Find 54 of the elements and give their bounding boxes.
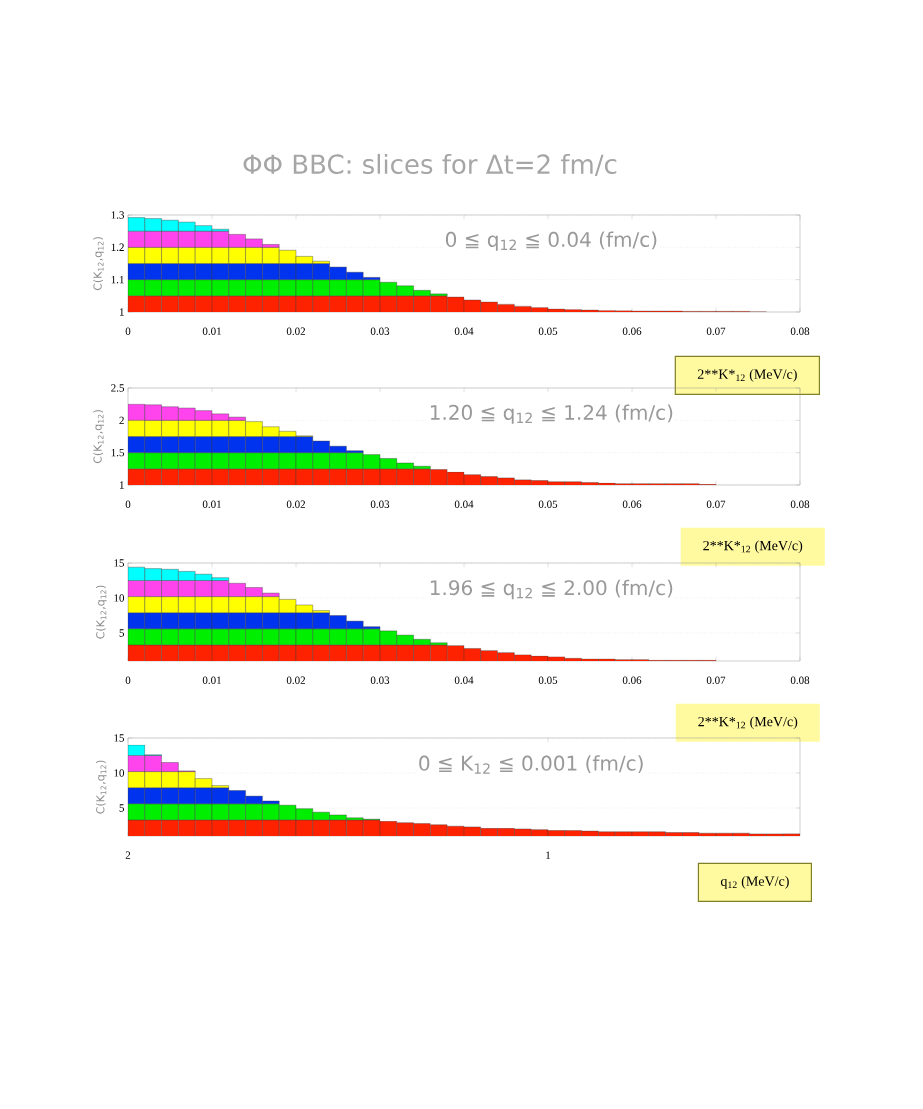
y-axis-title: C(K$_{12}$,q$_{12}$) xyxy=(93,237,104,291)
y-tick-label: 15 xyxy=(114,734,125,742)
y-axis-title: C(K$_{12}$,q$_{12}$) xyxy=(95,760,107,814)
y-tick-label: 1.3 xyxy=(111,211,125,219)
y-tick-label: 1 xyxy=(119,308,124,316)
x-axis-title: 2**K*$_{12}$ (MeV/c) xyxy=(697,369,797,382)
y-axis-title: C(K$_{12}$,q$_{12}$) xyxy=(95,585,107,639)
x-tick-label: 0.02 xyxy=(286,500,306,508)
y-tick-label: 2 xyxy=(119,416,124,424)
x-tick-label: 0 xyxy=(125,500,131,508)
x-axis-title: 2**K*$_{12}$ (MeV/c) xyxy=(698,716,798,730)
y-tick-label: 2.5 xyxy=(111,384,125,392)
x-tick-label: 0.06 xyxy=(622,676,642,684)
x-tick-label: 0.04 xyxy=(454,676,474,684)
annotation: 0 ≦ q$_{12}$ ≦ 0.04 (fm/c) xyxy=(445,231,657,251)
x-tick-label: 0.04 xyxy=(454,500,474,508)
y-tick-label: 10 xyxy=(114,769,125,777)
x-tick-label: 0.05 xyxy=(538,676,558,684)
x-tick-label: 0.04 xyxy=(454,327,474,335)
annotation: 1.96 ≦ q$_{12}$ ≦ 2.00 (fm/c) xyxy=(430,579,673,600)
x-tick-label: 0.02 xyxy=(286,676,306,684)
x-tick-label: 0.01 xyxy=(202,500,221,508)
x-axis-title: 2**K*$_{12}$ (MeV/c) xyxy=(703,540,803,554)
x-tick-label: 0.01 xyxy=(202,327,221,335)
x-tick-label: 0.07 xyxy=(706,676,726,684)
x-tick-label: 0.08 xyxy=(790,676,810,684)
x-tick-label: 0.08 xyxy=(790,500,810,508)
annotation: 0 ≦ K$_{12}$ ≦ 0.001 (fm/c) xyxy=(419,755,643,774)
x-tick-label: 0.06 xyxy=(622,327,642,335)
x-tick-label: 0.03 xyxy=(370,327,390,335)
chart-title: ΦΦ BBC: slices for Δt=2 fm/c xyxy=(243,153,617,177)
x-tick-label: 0.06 xyxy=(622,500,642,508)
x-axis-title: q$_{12}$ (MeV/c) xyxy=(720,876,789,889)
y-tick-label: 1.2 xyxy=(111,243,124,252)
x-tick-label: 0.07 xyxy=(706,500,726,508)
x-tick-label: 0.05 xyxy=(538,500,558,508)
y-tick-label: 1.1 xyxy=(111,275,124,284)
x-tick-label: 0.05 xyxy=(538,327,558,335)
x-tick-label: 0.03 xyxy=(370,676,390,684)
x-tick-label: 0.03 xyxy=(370,500,390,508)
x-tick-label: 0.08 xyxy=(790,327,810,335)
y-tick-label: 5 xyxy=(119,804,125,812)
y-tick-label: 10 xyxy=(114,594,125,602)
x-tick-label: 0 xyxy=(125,676,131,684)
x-tick-label: 0.02 xyxy=(286,327,306,335)
y-tick-label: 1.5 xyxy=(111,448,125,457)
y-tick-label: 5 xyxy=(119,629,125,637)
y-axis-title: C(K$_{12}$,q$_{12}$) xyxy=(93,410,104,464)
y-tick-label: 1 xyxy=(119,481,124,489)
x-tick-label: 0 xyxy=(125,327,131,335)
x-tick-label: 0.07 xyxy=(706,327,726,335)
annotation: 1.20 ≦ q$_{12}$ ≦ 1.24 (fm/c) xyxy=(430,404,673,424)
x-tick-label: 0.01 xyxy=(202,676,221,684)
y-tick-label: 15 xyxy=(114,559,125,567)
